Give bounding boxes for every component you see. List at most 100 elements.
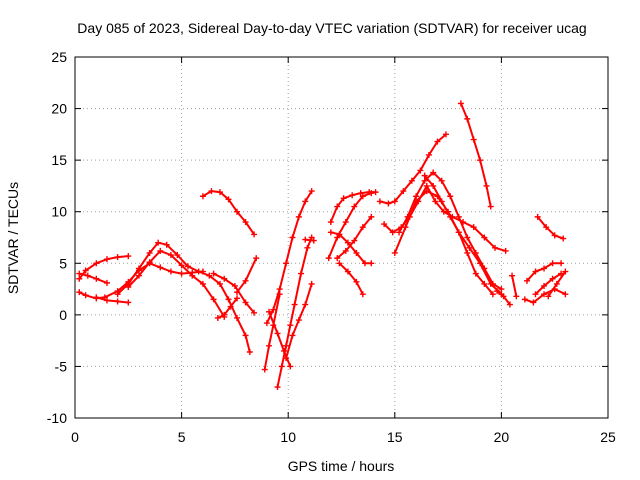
- data-point: [509, 272, 516, 279]
- data-point: [417, 167, 424, 174]
- series-track-05: [114, 239, 253, 355]
- data-point: [541, 265, 548, 272]
- series-track-22: [376, 131, 449, 207]
- series-track-28: [494, 288, 513, 308]
- data-point: [231, 282, 238, 289]
- data-point: [372, 189, 379, 196]
- x-tick-label: 15: [387, 429, 403, 445]
- data-point: [502, 247, 509, 254]
- data-point: [466, 244, 473, 251]
- data-point: [489, 280, 496, 287]
- data-point: [549, 275, 556, 282]
- data-point: [103, 256, 110, 263]
- data-point: [534, 213, 541, 220]
- data-point: [368, 213, 375, 220]
- data-point: [234, 208, 241, 215]
- data-point: [562, 268, 569, 275]
- data-point: [334, 234, 341, 241]
- data-point: [464, 115, 471, 122]
- data-point: [283, 355, 290, 362]
- series-line: [265, 190, 313, 325]
- data-point: [184, 263, 191, 270]
- data-point: [342, 219, 349, 226]
- data-point: [340, 195, 347, 202]
- data-point: [146, 259, 153, 266]
- data-point: [349, 192, 356, 199]
- data-point: [174, 252, 181, 259]
- series-line: [534, 272, 563, 296]
- data-point: [310, 237, 317, 244]
- data-point: [477, 157, 484, 164]
- data-point: [274, 384, 281, 391]
- data-point: [167, 252, 174, 259]
- y-tick-label: -10: [47, 410, 67, 426]
- series-track-27: [457, 100, 494, 210]
- series-track-26: [421, 172, 496, 298]
- data-point: [481, 280, 488, 287]
- series-line: [127, 249, 226, 318]
- data-point: [103, 297, 110, 304]
- series-line: [459, 102, 492, 208]
- data-point: [263, 320, 270, 327]
- data-point: [421, 177, 428, 184]
- data-point: [289, 332, 296, 339]
- series-track-07: [210, 270, 258, 316]
- data-point: [291, 301, 298, 308]
- series-track-20: [334, 213, 375, 262]
- y-axis-title: SDTVAR / TECUs: [5, 182, 21, 294]
- data-point: [206, 272, 213, 279]
- data-point: [368, 260, 375, 267]
- series-track-24: [391, 188, 505, 298]
- data-point: [178, 262, 185, 269]
- data-point: [472, 249, 479, 256]
- data-point: [304, 244, 311, 251]
- series-track-34: [534, 213, 567, 242]
- series-line: [536, 215, 565, 240]
- data-point: [157, 247, 164, 254]
- data-point: [494, 288, 501, 295]
- y-tick-label: 10: [51, 204, 67, 220]
- data-point: [302, 236, 309, 243]
- data-point: [430, 169, 437, 176]
- series-track-04: [76, 270, 110, 286]
- data-point: [464, 249, 471, 256]
- series-track-16: [302, 236, 317, 244]
- data-point: [513, 293, 520, 300]
- data-point: [432, 198, 439, 205]
- data-point: [472, 270, 479, 277]
- data-point: [430, 182, 437, 189]
- data-point: [425, 151, 432, 158]
- data-point: [391, 198, 398, 205]
- series-track-17: [327, 189, 379, 226]
- data-point: [246, 348, 253, 355]
- data-point: [251, 309, 258, 316]
- data-point: [214, 314, 221, 321]
- data-point: [114, 254, 121, 261]
- data-point: [155, 239, 162, 246]
- data-point: [283, 260, 290, 267]
- data-point: [266, 308, 273, 315]
- data-point: [541, 291, 548, 298]
- data-point: [76, 289, 83, 296]
- data-point: [492, 244, 499, 251]
- data-point: [357, 190, 364, 197]
- data-point: [261, 366, 268, 373]
- data-point: [470, 136, 477, 143]
- series-track-12: [263, 188, 315, 327]
- series-line: [523, 288, 567, 304]
- series-line: [511, 274, 518, 298]
- data-point: [447, 213, 454, 220]
- data-point: [455, 213, 462, 220]
- data-point: [325, 255, 332, 262]
- data-point: [221, 311, 228, 318]
- data-point: [553, 280, 560, 287]
- data-point: [216, 280, 223, 287]
- data-point: [242, 219, 249, 226]
- data-point: [135, 265, 142, 272]
- data-point: [530, 299, 537, 306]
- data-point: [342, 247, 349, 254]
- data-point: [242, 332, 249, 339]
- data-point: [251, 231, 258, 238]
- data-point: [274, 330, 281, 337]
